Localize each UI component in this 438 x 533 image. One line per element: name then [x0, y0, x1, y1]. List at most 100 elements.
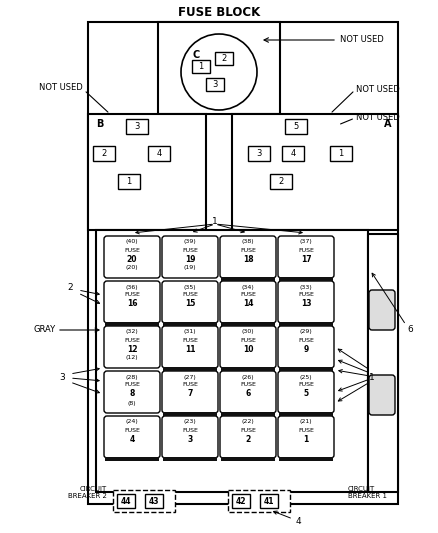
Text: (35): (35): [184, 285, 196, 289]
FancyBboxPatch shape: [278, 416, 334, 458]
FancyBboxPatch shape: [162, 371, 218, 413]
Bar: [158, 22, 280, 114]
Text: FUSE BLOCK: FUSE BLOCK: [178, 5, 260, 19]
Bar: [221, 277, 275, 280]
FancyBboxPatch shape: [104, 326, 160, 368]
FancyBboxPatch shape: [278, 236, 334, 278]
Bar: [105, 322, 159, 326]
Text: 2: 2: [279, 177, 284, 186]
FancyBboxPatch shape: [220, 281, 276, 323]
Text: FUSE: FUSE: [124, 383, 140, 387]
Text: 44: 44: [121, 497, 131, 505]
Text: 5: 5: [304, 390, 308, 399]
Text: (30): (30): [242, 329, 254, 335]
Bar: [279, 457, 333, 461]
Text: 4: 4: [290, 149, 296, 158]
Text: (20): (20): [126, 265, 138, 271]
Text: CIRCUIT
BREAKER 1: CIRCUIT BREAKER 1: [348, 486, 387, 499]
Bar: [260, 494, 278, 508]
Bar: [221, 322, 275, 326]
Text: 8: 8: [129, 390, 135, 399]
Text: 1: 1: [304, 434, 309, 443]
Text: FUSE: FUSE: [240, 337, 256, 343]
Text: 4: 4: [129, 434, 134, 443]
FancyBboxPatch shape: [162, 236, 218, 278]
FancyBboxPatch shape: [220, 236, 276, 278]
Text: (23): (23): [184, 419, 196, 424]
Bar: [206, 78, 224, 91]
Bar: [96, 230, 368, 492]
Text: 7: 7: [187, 390, 193, 399]
Text: 18: 18: [243, 254, 253, 263]
Text: (33): (33): [300, 285, 312, 289]
Text: 4: 4: [295, 516, 301, 526]
Bar: [279, 322, 333, 326]
FancyBboxPatch shape: [162, 326, 218, 368]
Text: (31): (31): [184, 329, 196, 335]
FancyBboxPatch shape: [278, 371, 334, 413]
Text: FUSE: FUSE: [240, 427, 256, 432]
FancyBboxPatch shape: [104, 371, 160, 413]
Text: FUSE: FUSE: [182, 337, 198, 343]
FancyBboxPatch shape: [220, 326, 276, 368]
Text: (38): (38): [242, 239, 254, 245]
Text: (25): (25): [300, 375, 312, 379]
Text: 1: 1: [127, 177, 132, 186]
Text: 5: 5: [293, 122, 299, 131]
Text: FUSE: FUSE: [298, 247, 314, 253]
Text: FUSE: FUSE: [124, 427, 140, 432]
Text: 16: 16: [127, 300, 137, 309]
Text: FUSE: FUSE: [124, 337, 140, 343]
Text: NOT USED: NOT USED: [39, 84, 83, 93]
Text: FUSE: FUSE: [298, 337, 314, 343]
Text: 2: 2: [221, 54, 226, 63]
Bar: [232, 114, 398, 230]
Bar: [221, 412, 275, 416]
Bar: [163, 367, 217, 370]
Text: 3: 3: [134, 122, 140, 131]
Bar: [93, 146, 115, 161]
Bar: [215, 52, 233, 65]
Text: FUSE: FUSE: [182, 247, 198, 253]
FancyBboxPatch shape: [278, 326, 334, 368]
Text: (29): (29): [300, 329, 312, 335]
Text: 1: 1: [369, 374, 375, 383]
Bar: [279, 277, 333, 280]
Text: 11: 11: [185, 344, 195, 353]
Text: 1: 1: [212, 217, 218, 227]
Bar: [282, 146, 304, 161]
Bar: [192, 60, 210, 73]
Text: 3: 3: [212, 80, 218, 89]
Text: 13: 13: [301, 300, 311, 309]
Bar: [270, 174, 292, 189]
Text: (39): (39): [184, 239, 196, 245]
Text: A: A: [384, 119, 392, 129]
Text: (40): (40): [126, 239, 138, 245]
Text: 3: 3: [256, 149, 261, 158]
Text: (26): (26): [242, 375, 254, 379]
Text: 14: 14: [243, 300, 253, 309]
Text: 4: 4: [156, 149, 162, 158]
Text: NOT USED: NOT USED: [340, 36, 384, 44]
Text: (8): (8): [128, 400, 136, 406]
Text: 20: 20: [127, 254, 137, 263]
Text: 10: 10: [243, 344, 253, 353]
Bar: [279, 412, 333, 416]
Text: (28): (28): [126, 375, 138, 379]
Text: FUSE: FUSE: [124, 293, 140, 297]
Text: FUSE: FUSE: [182, 427, 198, 432]
Bar: [279, 367, 333, 370]
Bar: [221, 367, 275, 370]
Text: FUSE: FUSE: [124, 247, 140, 253]
Text: 1: 1: [198, 62, 204, 71]
Bar: [117, 494, 135, 508]
FancyBboxPatch shape: [162, 281, 218, 323]
Text: FUSE: FUSE: [240, 247, 256, 253]
FancyBboxPatch shape: [162, 416, 218, 458]
FancyBboxPatch shape: [104, 281, 160, 323]
Text: FUSE: FUSE: [298, 383, 314, 387]
Text: (34): (34): [242, 285, 254, 289]
Text: FUSE: FUSE: [298, 427, 314, 432]
Text: 43: 43: [149, 497, 159, 505]
Text: (19): (19): [184, 265, 196, 271]
